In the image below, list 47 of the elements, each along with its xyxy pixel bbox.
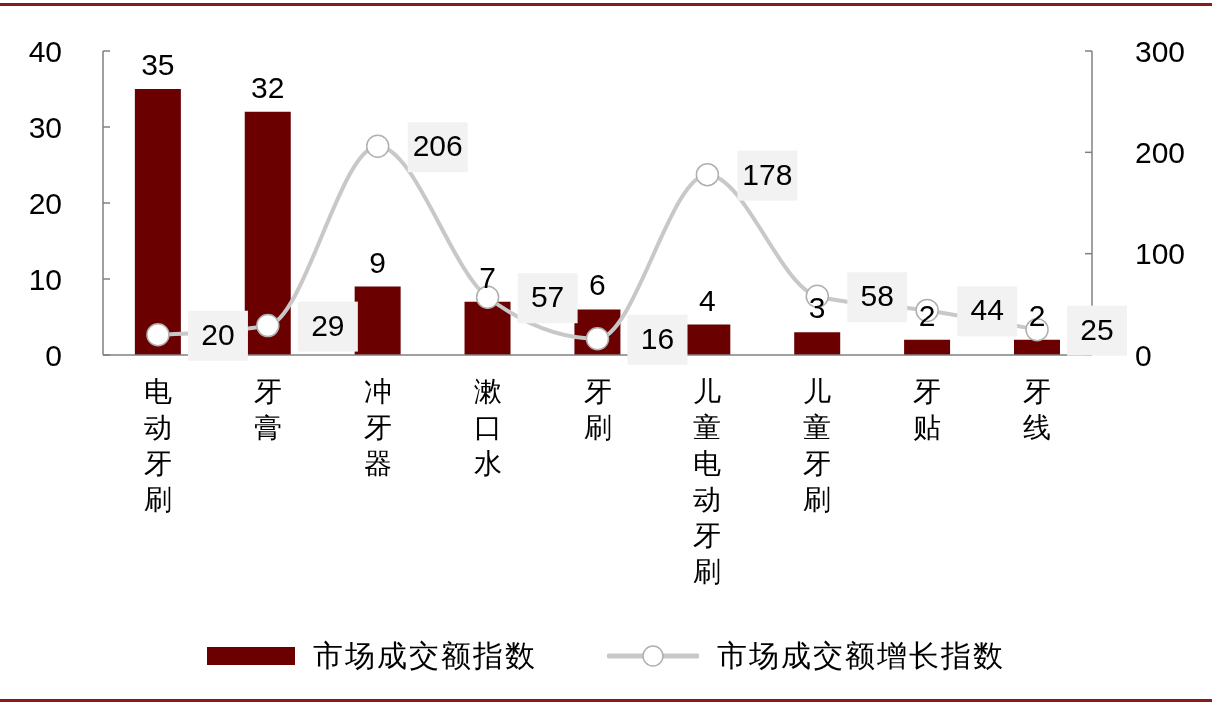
data-label: 16	[640, 321, 675, 355]
y2-tick-label: 0	[1135, 338, 1152, 372]
data-label: 57	[530, 280, 565, 314]
y2-tick-label: 100	[1135, 237, 1186, 271]
bar	[134, 89, 181, 355]
data-label: 7	[479, 260, 496, 294]
point	[695, 162, 720, 187]
x-tick-label: 电动牙刷	[143, 375, 172, 516]
data-label: 2	[1028, 298, 1046, 332]
y2-tick-label: 200	[1135, 135, 1186, 169]
data-label: 25	[1080, 312, 1114, 346]
data-label: 9	[369, 245, 386, 279]
y-tick-label: 0	[45, 338, 62, 372]
y2-tick-label: 300	[1135, 34, 1186, 68]
y-tick-label: 10	[28, 262, 62, 296]
data-label: 35	[141, 48, 175, 81]
data-label: 4	[698, 283, 716, 317]
data-label: 2	[918, 298, 936, 332]
legend-label: 市场成交额指数	[313, 636, 537, 675]
x-tick-label: 牙贴	[913, 375, 942, 444]
data-label: 29	[311, 308, 345, 342]
point	[256, 313, 280, 338]
x-tick-label: 儿童电动牙刷	[693, 375, 722, 588]
data-label: 178	[742, 157, 793, 191]
y-tick-label: 40	[28, 34, 62, 68]
y-tick-label: 30	[28, 110, 62, 144]
data-label: 44	[970, 293, 1004, 327]
x-tick-label: 漱口水	[473, 375, 502, 480]
data-label: 58	[860, 279, 894, 313]
x-tick-label: 儿童牙刷	[803, 375, 832, 516]
x-tick-label: 牙刷	[583, 375, 612, 444]
bar	[1013, 339, 1060, 355]
bar	[464, 301, 511, 355]
bar	[904, 339, 951, 355]
data-label: 32	[251, 70, 285, 104]
x-tick-label: 牙膏	[253, 375, 282, 444]
data-label: 206	[412, 129, 463, 163]
legend-label: 市场成交额增长指数	[717, 636, 1005, 675]
bar	[244, 111, 291, 355]
data-label: 3	[808, 291, 826, 325]
point	[146, 322, 170, 347]
bar	[794, 332, 841, 355]
y-tick-label: 20	[28, 186, 62, 220]
x-tick-label: 牙线	[1023, 375, 1052, 444]
data-label: 20	[201, 317, 235, 351]
x-tick-label: 冲牙器	[363, 375, 392, 480]
data-label: 6	[589, 268, 606, 302]
